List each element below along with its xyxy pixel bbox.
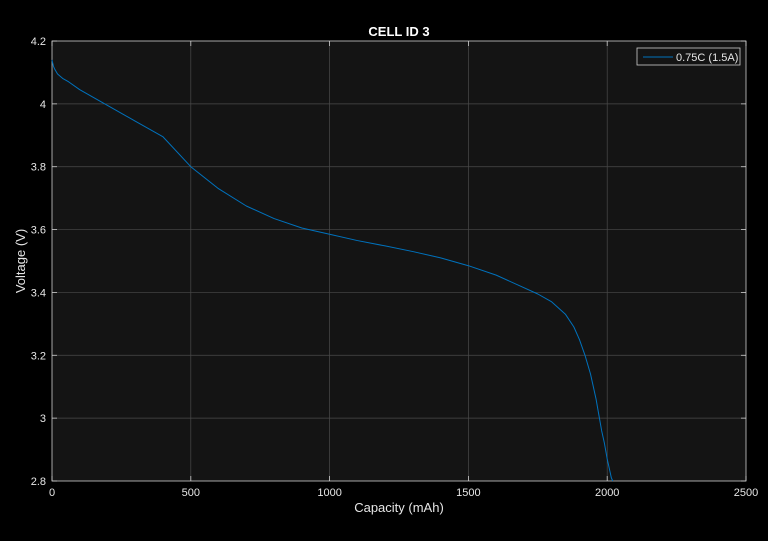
y-tick-label: 2.8 (31, 476, 46, 488)
series-layer (51, 59, 614, 482)
y-tick-label: 3.6 (31, 225, 46, 237)
tick-marks (51, 40, 747, 482)
y-tick-labels: 2.8 3 3.2 3.4 3.6 3.8 4 4.2 (31, 36, 46, 488)
y-axis-label: Voltage (V) (13, 229, 28, 293)
x-tick-labels: 0 500 1000 1500 2000 2500 (49, 487, 758, 499)
x-tick-label: 1000 (317, 487, 341, 499)
legend: 0.75C (1.5A) (636, 47, 741, 66)
x-tick-label: 500 (182, 487, 200, 499)
y-tick-label: 3.2 (31, 350, 46, 362)
y-tick-label: 3 (40, 413, 46, 425)
y-tick-label: 4.2 (31, 36, 46, 48)
legend-label: 0.75C (1.5A) (676, 52, 738, 64)
chart-title: CELL ID 3 (368, 24, 429, 39)
y-tick-label: 4 (40, 99, 46, 111)
plot-area (52, 41, 746, 481)
x-axis-label: Capacity (mAh) (354, 500, 444, 515)
legend-box (636, 47, 741, 66)
y-tick-label: 3.4 (31, 287, 46, 299)
plot-frame (51, 40, 747, 482)
x-tick-label: 1500 (456, 487, 480, 499)
x-tick-label: 2500 (734, 487, 758, 499)
y-tick-label: 3.8 (31, 162, 46, 174)
x-tick-label: 2000 (595, 487, 619, 499)
series-line-0 (51, 59, 614, 482)
x-tick-label: 0 (49, 487, 55, 499)
grid-lines (52, 41, 746, 481)
